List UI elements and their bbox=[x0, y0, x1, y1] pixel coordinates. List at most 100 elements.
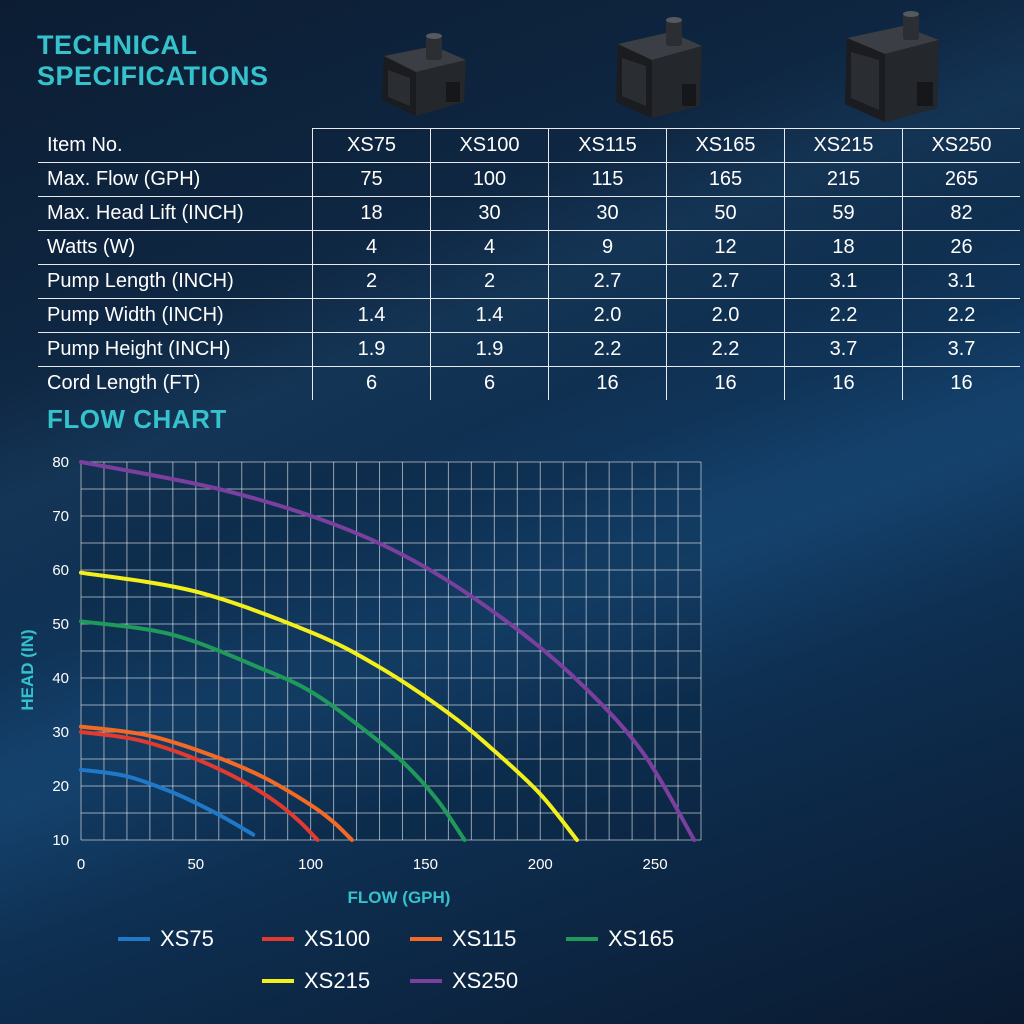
table-cell: 2.2 bbox=[902, 298, 1020, 333]
row-label: Max. Head Lift (INCH) bbox=[47, 202, 244, 224]
legend-label: XS250 bbox=[452, 968, 519, 993]
table-cell: 18 bbox=[784, 230, 903, 265]
legend-label: XS115 bbox=[452, 926, 517, 951]
legend-swatch bbox=[566, 937, 598, 941]
table-cell: 16 bbox=[784, 366, 903, 400]
table-row: Pump Height (INCH) 1.9 1.9 2.2 2.2 3.7 3.7 bbox=[38, 332, 1020, 367]
legend-swatch bbox=[118, 937, 150, 941]
row-label: Pump Length (INCH) bbox=[47, 270, 234, 292]
table-cell: 3.1 bbox=[784, 264, 903, 299]
table-cell: 16 bbox=[666, 366, 785, 400]
table-cell: 3.7 bbox=[784, 332, 903, 367]
x-tick-label: 50 bbox=[187, 856, 204, 873]
table-row: Cord Length (FT) 6 6 16 16 16 16 bbox=[38, 366, 1020, 400]
table-cell: 2.7 bbox=[666, 264, 785, 299]
table-cell: 2 bbox=[312, 264, 431, 299]
table-cell: 2.0 bbox=[548, 298, 667, 333]
table-cell: 265 bbox=[902, 162, 1020, 197]
table-cell: 3.1 bbox=[902, 264, 1020, 299]
x-tick-label: 0 bbox=[77, 856, 85, 873]
flow-chart: 0 50 100 150 200 250 10 20 30 40 50 60 70 80 FLOW (GPH… bbox=[18, 454, 702, 907]
table-header-row: Item No. XS75 XS100 XS115 XS165 XS215 XS… bbox=[38, 128, 1020, 163]
table-cell: 50 bbox=[666, 196, 785, 231]
table-cell: 215 bbox=[784, 162, 903, 197]
x-tick-label: 250 bbox=[643, 856, 668, 873]
table-cell: 26 bbox=[902, 230, 1020, 265]
y-tick-label: 30 bbox=[52, 724, 69, 741]
table-cell: 16 bbox=[548, 366, 667, 400]
table-cell: 1.4 bbox=[312, 298, 431, 333]
table-cell: 3.7 bbox=[902, 332, 1020, 367]
table-cell: 16 bbox=[902, 366, 1020, 400]
x-tick-label: 200 bbox=[528, 856, 553, 873]
header-label: Item No. bbox=[47, 133, 123, 156]
row-label: Pump Height (INCH) bbox=[47, 338, 231, 360]
series-line-xs115 bbox=[79, 724, 354, 842]
spec-title: TECHNICAL SPECIFICATIONS bbox=[37, 30, 269, 92]
table-row: Pump Length (INCH) 2 2 2.7 2.7 3.1 3.1 bbox=[38, 264, 1020, 299]
legend-item: XS215 bbox=[262, 968, 370, 994]
legend-label: XS165 bbox=[608, 926, 675, 951]
row-label: Pump Width (INCH) bbox=[47, 304, 224, 326]
legend-swatch bbox=[262, 979, 294, 983]
table-cell: 6 bbox=[430, 366, 549, 400]
table-cell: 2.2 bbox=[548, 332, 667, 367]
x-tick-label: 150 bbox=[413, 856, 438, 873]
y-tick-label: 60 bbox=[52, 562, 69, 579]
legend-swatch bbox=[410, 979, 442, 983]
series-line-xs250 bbox=[79, 460, 697, 842]
legend-item: XS115 bbox=[410, 926, 516, 952]
table-cell: 6 bbox=[312, 366, 431, 400]
x-axis-title: FLOW (GPH) bbox=[348, 888, 451, 907]
spec-table: Item No. XS75 XS100 XS115 XS165 XS215 XS… bbox=[38, 128, 1020, 400]
table-cell: 59 bbox=[784, 196, 903, 231]
table-row: Max. Head Lift (INCH) 18 30 30 50 59 82 bbox=[38, 196, 1020, 231]
row-label: Cord Length (FT) bbox=[47, 372, 201, 394]
legend-item: XS165 bbox=[566, 926, 674, 952]
y-tick-label: 50 bbox=[52, 616, 69, 633]
legend-swatch bbox=[262, 937, 294, 941]
table-cell: 115 bbox=[548, 162, 667, 197]
spec-table-body: Item No. XS75 XS100 XS115 XS165 XS215 XS… bbox=[38, 128, 1020, 400]
table-cell: 1.4 bbox=[430, 298, 549, 333]
table-cell: 2.7 bbox=[548, 264, 667, 299]
model-header: XS165 bbox=[666, 128, 785, 163]
table-cell: 1.9 bbox=[312, 332, 431, 367]
pump-image-large bbox=[845, 11, 939, 122]
flow-chart-title: FLOW CHART bbox=[47, 404, 227, 434]
series-line-xs75 bbox=[79, 767, 256, 837]
series-line-xs100 bbox=[79, 730, 320, 842]
table-cell: 30 bbox=[548, 196, 667, 231]
row-label: Max. Flow (GPH) bbox=[47, 168, 201, 190]
legend-label: XS75 bbox=[160, 926, 214, 951]
legend-label: XS100 bbox=[304, 926, 371, 951]
x-tick-label: 100 bbox=[298, 856, 323, 873]
table-cell: 4 bbox=[312, 230, 431, 265]
table-row: Max. Flow (GPH) 75 100 115 165 215 265 bbox=[38, 162, 1020, 197]
y-tick-label: 10 bbox=[52, 832, 69, 849]
table-cell: 9 bbox=[548, 230, 667, 265]
legend-item: XS100 bbox=[262, 926, 370, 952]
table-cell: 12 bbox=[666, 230, 785, 265]
table-cell: 2 bbox=[430, 264, 549, 299]
table-cell: 30 bbox=[430, 196, 549, 231]
y-tick-label: 80 bbox=[52, 454, 69, 471]
table-cell: 18 bbox=[312, 196, 431, 231]
legend-item: XS75 bbox=[118, 926, 214, 952]
table-cell: 165 bbox=[666, 162, 785, 197]
legend-label: XS215 bbox=[304, 968, 371, 993]
y-tick-label: 40 bbox=[52, 670, 69, 687]
y-axis-title: HEAD (IN) bbox=[18, 629, 37, 710]
table-cell: 4 bbox=[430, 230, 549, 265]
model-header: XS115 bbox=[548, 128, 667, 163]
table-cell: 2.0 bbox=[666, 298, 785, 333]
legend-swatch bbox=[410, 937, 442, 941]
y-tick-label: 70 bbox=[52, 508, 69, 525]
model-header: XS215 bbox=[784, 128, 903, 163]
table-cell: 1.9 bbox=[430, 332, 549, 367]
table-cell: 2.2 bbox=[784, 298, 903, 333]
model-header: XS75 bbox=[312, 128, 431, 163]
pump-image-medium bbox=[616, 17, 702, 118]
series-line-xs215 bbox=[79, 570, 579, 842]
series-line-xs165 bbox=[79, 619, 467, 842]
